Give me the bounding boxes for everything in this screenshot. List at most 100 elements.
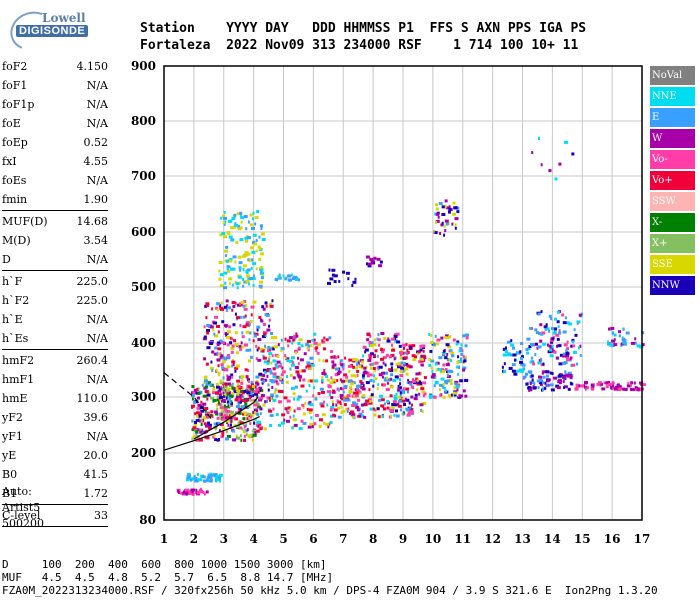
echo-point — [197, 473, 200, 477]
echo-point — [534, 328, 538, 332]
echo-point — [200, 474, 205, 478]
echo-point — [245, 389, 249, 393]
echo-point — [282, 347, 285, 351]
echo-point — [580, 384, 584, 388]
echo-point — [253, 242, 257, 246]
echo-point — [223, 210, 226, 214]
echo-point — [231, 386, 235, 390]
echo-point — [249, 387, 254, 391]
param-value: 14.68 — [76, 215, 109, 228]
echo-point — [305, 343, 309, 347]
echo-point — [323, 400, 326, 404]
echo-point — [271, 385, 274, 389]
echo-point — [246, 391, 251, 395]
echo-point — [605, 381, 609, 385]
echo-point — [245, 304, 248, 308]
echo-point — [380, 357, 385, 361]
echo-point — [237, 275, 242, 279]
x-tick-label: 3 — [220, 532, 228, 546]
echo-point — [237, 255, 242, 259]
echo-point — [259, 427, 263, 431]
echo-point — [554, 327, 558, 331]
echo-point — [257, 346, 260, 350]
echo-point — [245, 227, 248, 231]
auto-label: Auto: — [2, 485, 32, 498]
echo-point — [420, 363, 424, 367]
echo-point — [342, 390, 345, 394]
echo-point — [553, 350, 557, 354]
echo-point — [205, 424, 210, 428]
echo-point — [196, 388, 199, 392]
echo-point — [301, 369, 305, 373]
echo-point — [245, 321, 250, 325]
echo-point — [368, 401, 373, 405]
x-tick-label: 4 — [249, 532, 257, 546]
header-labels-line: Station YYYY DAY DDD HHMMSS P1 FFS S AXN… — [140, 21, 587, 36]
echo-point — [436, 367, 441, 371]
echo-point — [221, 360, 226, 364]
echo-point — [393, 397, 398, 401]
echo-point — [185, 478, 189, 482]
echo-point — [220, 301, 223, 305]
echo-point — [223, 286, 228, 290]
echo-point — [228, 235, 233, 239]
echo-point — [529, 343, 534, 347]
echo-point — [319, 387, 324, 391]
echo-point — [388, 355, 392, 359]
echo-point — [276, 382, 280, 386]
echo-point — [258, 315, 262, 319]
echo-point — [519, 356, 523, 360]
echo-point — [277, 275, 281, 279]
echo-point — [246, 417, 249, 421]
echo-point — [430, 366, 433, 370]
echo-point — [553, 376, 558, 380]
echo-point — [222, 221, 225, 225]
echo-point — [429, 349, 433, 353]
echo-point — [206, 382, 210, 386]
echo-point — [464, 333, 469, 337]
echo-point — [434, 231, 438, 235]
echo-point — [231, 375, 234, 379]
echo-point — [268, 369, 272, 373]
echo-point — [372, 343, 377, 347]
echo-point — [374, 408, 377, 412]
echo-point — [330, 396, 334, 400]
echo-point — [288, 278, 292, 282]
echo-point — [545, 374, 549, 378]
echo-point — [246, 252, 251, 256]
echo-point — [415, 372, 420, 376]
echo-point — [218, 393, 222, 397]
param-row-mufd: MUF(D) 14.68 — [2, 212, 108, 231]
echo-point — [247, 359, 251, 363]
echo-point — [448, 207, 452, 211]
echo-point — [445, 368, 448, 372]
echo-point — [258, 386, 263, 390]
echo-point — [240, 434, 243, 438]
echo-point — [223, 271, 228, 275]
echo-point — [325, 359, 329, 363]
echo-point — [305, 365, 308, 369]
echo-point — [611, 386, 614, 390]
echo-point — [399, 370, 403, 374]
echo-point — [229, 384, 234, 388]
echo-point — [232, 363, 235, 367]
echo-point — [406, 348, 409, 352]
echo-point — [462, 368, 466, 372]
echo-point — [216, 407, 219, 411]
echo-point — [233, 213, 237, 217]
echo-point — [287, 344, 290, 348]
echo-point — [249, 355, 253, 359]
echo-point — [417, 350, 421, 354]
echo-point — [242, 264, 247, 268]
echo-point — [316, 343, 321, 347]
echo-point — [219, 339, 222, 343]
echo-point — [571, 340, 574, 344]
echo-point — [354, 277, 357, 281]
echo-point — [395, 362, 398, 366]
echo-point — [188, 489, 192, 493]
echo-point — [249, 246, 254, 250]
station-header: Station YYYY DAY DDD HHMMSS P1 FFS S AXN… — [140, 20, 586, 54]
echo-point — [458, 349, 462, 353]
echo-point — [226, 265, 231, 269]
echo-point — [251, 250, 256, 254]
